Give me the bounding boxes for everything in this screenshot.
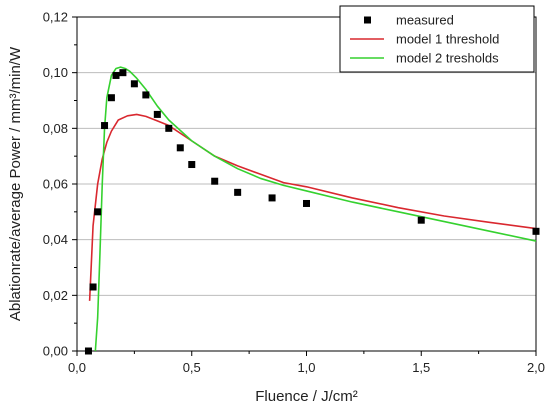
data-point-measured: [89, 283, 97, 291]
legend-label-model-1-threshold: model 1 threshold: [396, 32, 499, 47]
grid: [77, 72, 536, 296]
legend-item-model-2-tresholds: model 2 tresholds: [350, 51, 499, 66]
data-point-measured: [130, 80, 138, 88]
y-tick-label: 0,10: [43, 65, 68, 80]
y-tick-label: 0,00: [43, 344, 68, 359]
legend-marker-measured: [364, 16, 371, 24]
data-point-measured: [112, 71, 120, 79]
data-point-measured: [176, 144, 184, 152]
x-axis-title: Fluence / J/cm²: [255, 388, 358, 405]
series-layer: [84, 66, 540, 355]
axis-ticks: 0,0 0,5 1,0 1,5 2,0 0,00 0,02 0,04 0,06 0,08 0,10 0…: [43, 10, 545, 376]
legend-label-measured: measured: [396, 13, 454, 28]
data-point-measured: [84, 347, 92, 355]
series-line-model-1-threshold: [88, 113, 537, 301]
data-point-measured: [101, 122, 109, 130]
legend-item-model-1-threshold: model 1 threshold: [350, 32, 499, 47]
data-point-measured: [188, 161, 196, 169]
y-tick-label: 0,04: [43, 232, 68, 247]
x-tick-label: 0,0: [68, 360, 86, 375]
data-point-measured: [268, 194, 276, 202]
data-point-measured: [107, 94, 115, 102]
data-point-measured: [234, 188, 242, 196]
data-point-measured: [94, 208, 102, 216]
data-point-measured: [532, 227, 540, 235]
series-line-model-2-tresholds: [94, 66, 537, 352]
data-point-measured: [417, 216, 425, 224]
y-axis-title: Ablationrate/average Power / mm³/min/W: [7, 46, 24, 321]
y-tick-label: 0,08: [43, 121, 68, 136]
y-tick-label: 0,02: [43, 288, 68, 303]
x-tick-label: 1,5: [412, 360, 430, 375]
y-tick-label: 0,06: [43, 177, 68, 192]
x-tick-label: 0,5: [183, 360, 201, 375]
legend: measured model 1 threshold model 2 treshol…: [339, 5, 535, 73]
data-point-measured: [119, 69, 127, 77]
x-tick-label: 1,0: [297, 360, 315, 375]
legend-label-model-2-tresholds: model 2 tresholds: [396, 51, 499, 66]
data-point-measured: [165, 124, 173, 132]
data-point-measured: [211, 177, 219, 185]
data-point-measured: [153, 110, 161, 118]
legend-item-measured: measured: [364, 13, 454, 28]
data-point-measured: [142, 91, 150, 99]
x-tick-label: 2,0: [527, 360, 545, 375]
data-point-measured: [303, 199, 310, 207]
y-tick-label: 0,12: [43, 10, 68, 25]
